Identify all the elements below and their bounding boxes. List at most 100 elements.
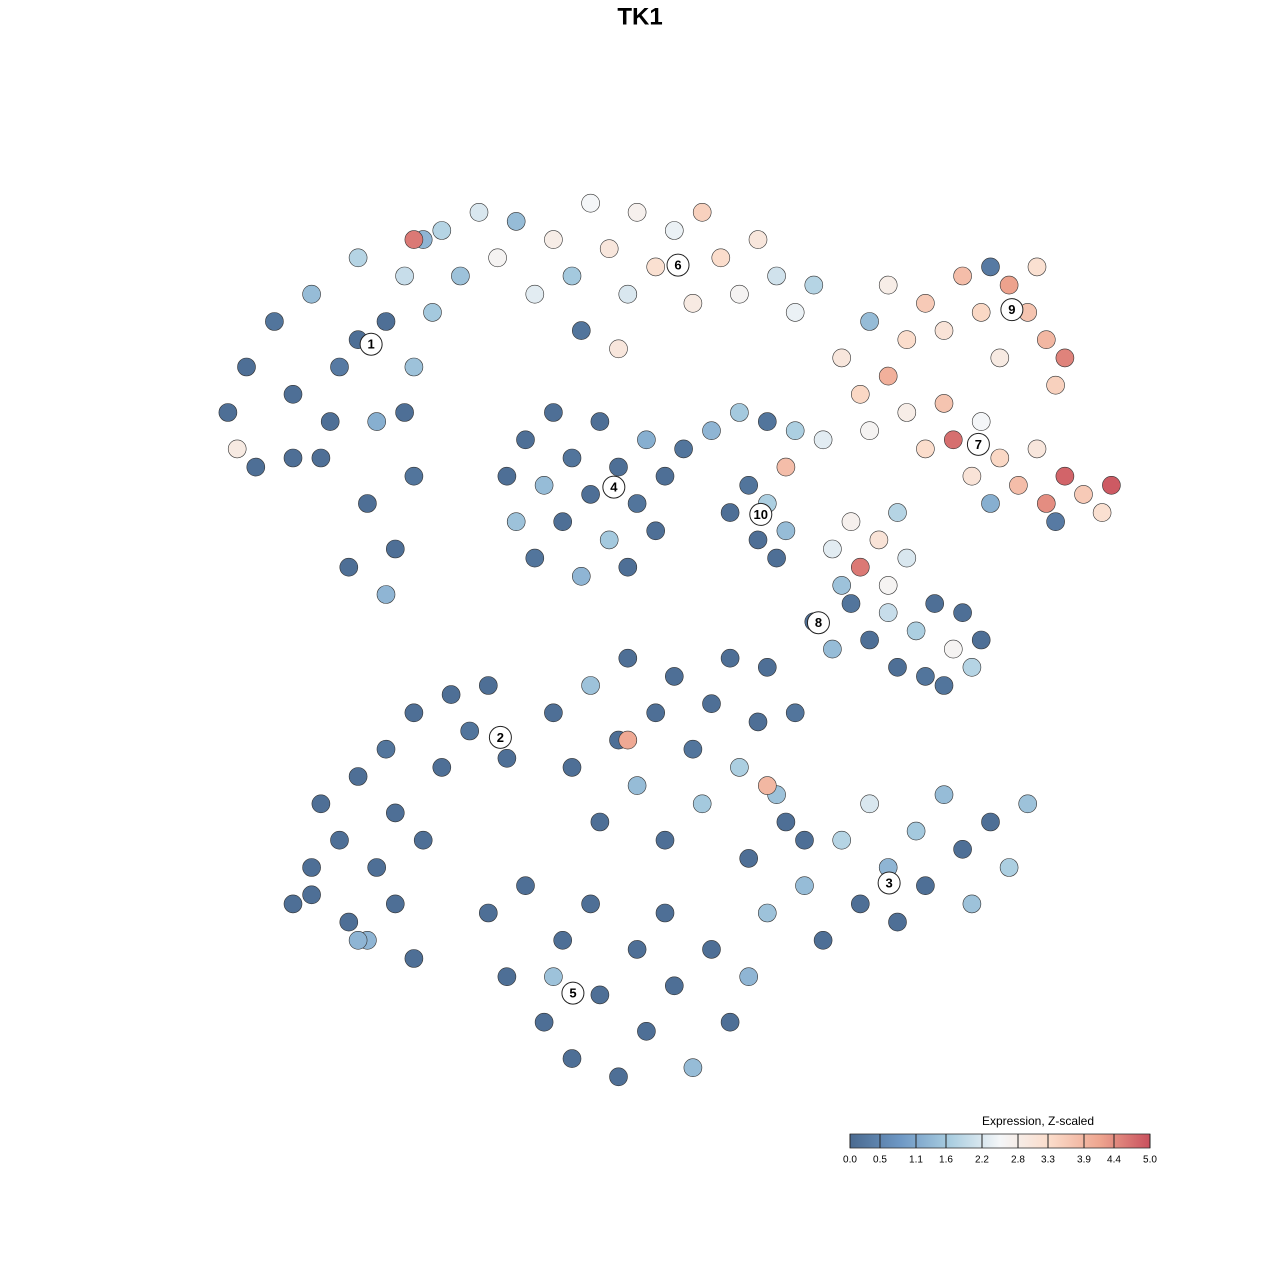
point — [544, 703, 563, 723]
point — [683, 1058, 703, 1077]
point — [283, 448, 303, 468]
point — [971, 630, 991, 650]
point — [850, 384, 870, 404]
point — [376, 739, 396, 759]
point — [916, 876, 935, 896]
cluster-label: 2 — [488, 725, 512, 749]
colorbar-tick-label: 4.4 — [1107, 1155, 1121, 1166]
point — [553, 930, 573, 950]
point — [878, 576, 898, 595]
point — [404, 466, 424, 486]
point — [953, 839, 972, 859]
point — [981, 494, 1000, 513]
point — [776, 521, 796, 541]
point — [832, 830, 852, 850]
cluster-label-badge — [1000, 298, 1024, 322]
cluster-label: 5 — [561, 981, 585, 1005]
point — [367, 858, 387, 877]
cluster-label-text: 1 — [368, 337, 375, 352]
point — [934, 321, 954, 340]
point — [516, 430, 535, 450]
cluster-label-text: 2 — [497, 730, 504, 745]
point — [823, 639, 842, 659]
point — [246, 457, 266, 477]
point — [720, 503, 740, 522]
point — [1037, 330, 1056, 350]
point — [953, 603, 972, 623]
point — [962, 894, 982, 914]
point — [739, 475, 759, 495]
point — [664, 221, 684, 240]
point — [795, 830, 814, 850]
point — [348, 767, 368, 786]
cluster-label: 4 — [602, 475, 626, 499]
point — [1046, 375, 1065, 395]
point — [962, 466, 982, 486]
point — [358, 494, 377, 513]
point — [237, 357, 256, 377]
point — [451, 266, 470, 286]
point — [581, 894, 600, 914]
point — [655, 903, 675, 923]
point — [850, 557, 870, 577]
point — [860, 794, 879, 814]
point — [757, 776, 777, 795]
point — [841, 594, 861, 613]
point — [376, 312, 396, 331]
point — [720, 648, 740, 668]
point — [302, 284, 321, 304]
cluster-label-text: 5 — [569, 986, 576, 1001]
point — [1009, 475, 1028, 495]
point — [850, 894, 870, 914]
cluster-label-text: 8 — [815, 615, 822, 630]
point — [646, 257, 666, 277]
point — [1074, 485, 1093, 504]
point — [767, 266, 786, 286]
point — [785, 421, 805, 441]
point — [1027, 439, 1047, 459]
point — [730, 284, 749, 304]
point — [590, 985, 610, 1005]
point — [906, 621, 926, 641]
point — [943, 430, 963, 450]
point — [385, 894, 405, 914]
point — [1037, 494, 1056, 513]
colorbar-tick-label: 2.2 — [975, 1155, 989, 1166]
point — [683, 293, 703, 313]
colorbar-tick-label: 0.0 — [843, 1155, 857, 1166]
point — [506, 212, 526, 231]
point — [1102, 475, 1121, 495]
point — [525, 548, 545, 568]
point — [404, 949, 424, 968]
point — [283, 384, 303, 404]
point — [218, 403, 238, 422]
cluster-label-badge — [488, 725, 512, 749]
point — [757, 412, 777, 431]
point — [730, 403, 749, 422]
point — [627, 940, 647, 959]
point — [860, 421, 879, 441]
point — [562, 448, 582, 468]
cluster-label-badge — [806, 611, 830, 635]
point — [497, 967, 517, 987]
point — [702, 421, 721, 441]
point — [330, 357, 349, 377]
point — [971, 412, 991, 431]
cluster-label: 7 — [966, 432, 990, 456]
point — [432, 221, 452, 240]
colorbar-tick-label: 1.1 — [909, 1155, 923, 1166]
point — [878, 275, 898, 295]
point — [1055, 466, 1075, 486]
point — [757, 903, 777, 923]
point — [869, 530, 889, 550]
point — [423, 303, 442, 322]
point — [860, 312, 879, 331]
point — [609, 457, 628, 477]
point — [544, 403, 563, 422]
point — [348, 248, 368, 268]
point — [544, 230, 563, 249]
point — [330, 830, 349, 850]
point — [655, 466, 675, 486]
